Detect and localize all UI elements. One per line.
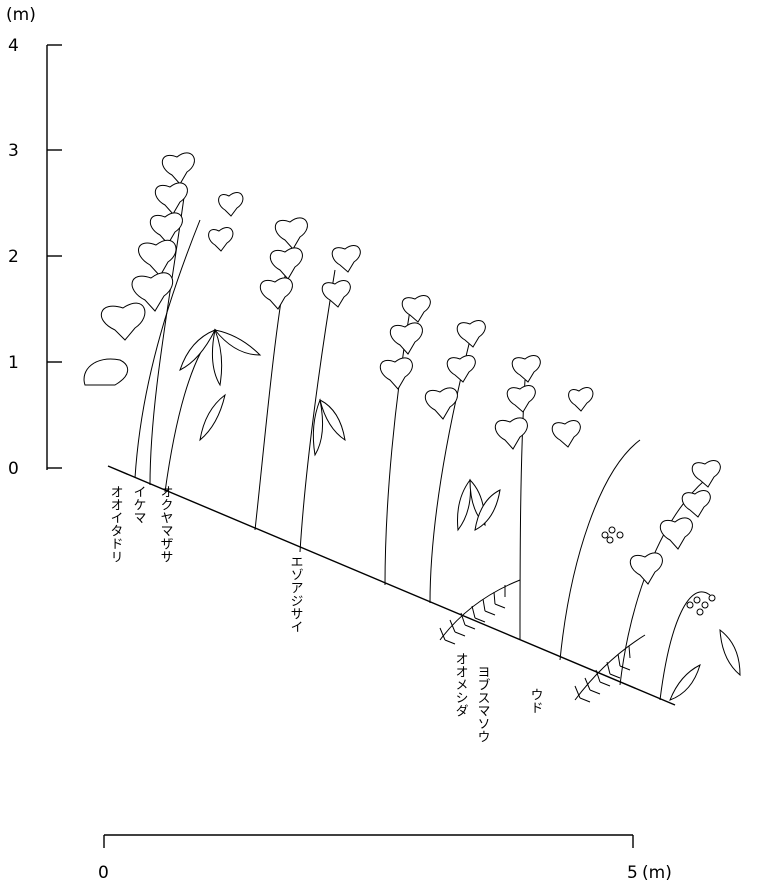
y-tick-label: 4 (8, 36, 19, 56)
y-tick-label: 2 (8, 247, 19, 267)
stems (134, 189, 711, 701)
species-labels: オオイタドリ イケマ オクヤマザサ エゾアジサイ オオメシダ ヨブスマソウ ウド (108, 485, 543, 743)
species-label: オクヤマザサ (158, 485, 174, 563)
ground-slope-line (107, 465, 676, 706)
heart-leaf-vine-icon (83, 152, 721, 585)
fern-frond-icon (439, 579, 646, 703)
bamboo-leaf-cluster-icon (179, 328, 741, 701)
species-label: ヨブスマソウ (475, 665, 490, 743)
berry-cluster-icon (601, 526, 716, 616)
y-tick-label: 1 (8, 353, 19, 373)
y-tick-label: 0 (8, 459, 19, 479)
x-scale-unit: (m) (642, 863, 672, 883)
species-label: ウド (528, 688, 543, 714)
species-label: エゾアジサイ (288, 555, 303, 633)
x-scale-end-label: 5 (627, 863, 638, 883)
species-label: オオメシダ (453, 652, 468, 717)
y-tick-label: 3 (8, 141, 19, 161)
y-axis-unit: (m) (6, 5, 36, 25)
x-scale-bar: 0 5 (m) (98, 834, 672, 883)
species-label: イケマ (131, 485, 146, 524)
species-label: オオイタドリ (108, 485, 123, 563)
vegetation-illustration (83, 152, 741, 703)
x-scale-start-label: 0 (98, 863, 109, 883)
y-axis: (m) 4 3 2 1 0 (6, 5, 62, 479)
